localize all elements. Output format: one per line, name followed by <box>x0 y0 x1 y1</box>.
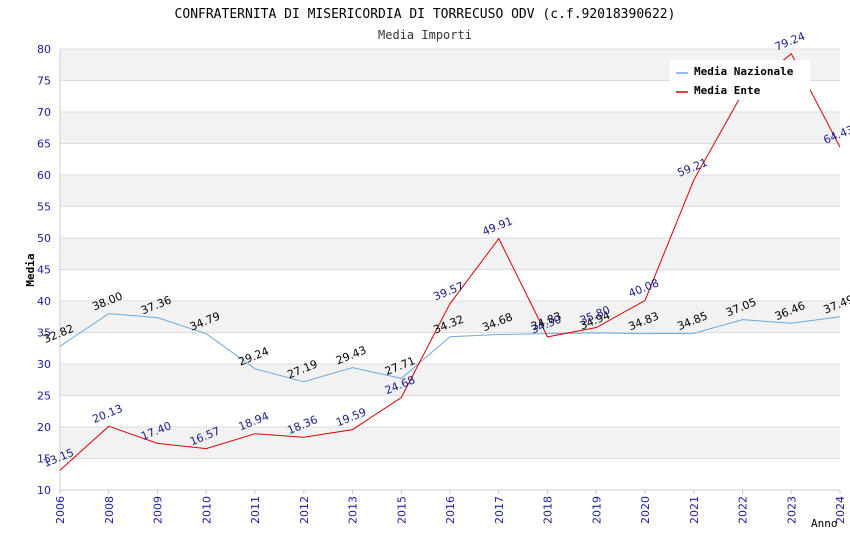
legend-label-media-ente: Media Ente <box>694 84 761 97</box>
legend-label-media-nazionale: Media Nazionale <box>694 65 794 78</box>
x-tick-label: 2006 <box>54 496 67 524</box>
x-tick-label: 2013 <box>347 496 360 524</box>
grid-band <box>60 364 840 396</box>
series-line-media-ente <box>59 53 841 471</box>
y-tick-label: 60 <box>37 169 51 182</box>
x-tick-label: 2015 <box>395 496 408 524</box>
data-label: 40.08 <box>627 276 661 300</box>
x-tick-label: 2021 <box>688 496 701 524</box>
legend: Media Nazionale Media Ente <box>670 60 810 100</box>
grid-band <box>60 301 840 333</box>
x-tick-label: 2024 <box>834 496 847 524</box>
y-tick-label: 70 <box>37 106 51 119</box>
x-tick-label: 2022 <box>737 496 750 524</box>
x-axis-ticks: 2006 2008 2009 2010 2011 2012 2013 2015 2016 2017… <box>54 490 847 524</box>
y-tick-label: 35 <box>37 327 51 340</box>
y-tick-label: 55 <box>37 201 51 214</box>
x-tick-label: 2012 <box>298 496 311 524</box>
x-tick-label: 2016 <box>444 496 457 524</box>
x-tick-label: 2010 <box>200 496 213 524</box>
series-line-media-nazionale <box>59 313 841 383</box>
y-axis-label: Media <box>24 253 37 286</box>
y-tick-label: 45 <box>37 264 51 277</box>
y-tick-label: 30 <box>37 358 51 371</box>
grid-band <box>60 175 840 207</box>
grid-band <box>60 112 840 144</box>
y-tick-label: 15 <box>37 453 51 466</box>
y-tick-label: 65 <box>37 138 51 151</box>
y-tick-label: 10 <box>37 484 51 497</box>
x-tick-label: 2023 <box>785 496 798 524</box>
data-label: 20.13 <box>90 402 124 426</box>
x-tick-label: 2018 <box>542 496 555 524</box>
x-tick-label: 2019 <box>590 496 603 524</box>
chart-subtitle: Media Importi <box>378 28 472 42</box>
data-label: 39.57 <box>432 280 466 304</box>
x-tick-label: 2009 <box>152 496 165 524</box>
x-tick-label: 2011 <box>249 496 262 524</box>
x-tick-label: 2020 <box>639 496 652 524</box>
x-tick-label: 2008 <box>103 496 116 524</box>
legend-box <box>670 60 810 100</box>
y-axis-ticks: 10 15 20 25 30 35 40 45 50 55 60 65 70 75 80 <box>37 43 51 497</box>
y-tick-label: 25 <box>37 390 51 403</box>
grid-band <box>60 238 840 270</box>
y-tick-label: 80 <box>37 43 51 56</box>
y-tick-label: 75 <box>37 75 51 88</box>
series-lines <box>59 53 841 471</box>
data-label: 13.15 <box>42 446 76 470</box>
grid-bands <box>60 49 840 459</box>
chart-title: CONFRATERNITA DI MISERICORDIA DI TORRECU… <box>175 7 676 22</box>
y-tick-label: 20 <box>37 421 51 434</box>
x-axis-label: Anno <box>811 517 838 530</box>
y-tick-label: 40 <box>37 295 51 308</box>
data-label: 49.91 <box>480 214 514 238</box>
x-tick-label: 2017 <box>493 496 506 524</box>
y-tick-label: 50 <box>37 232 51 245</box>
grid-band <box>60 427 840 459</box>
data-label: 19.59 <box>334 405 368 429</box>
